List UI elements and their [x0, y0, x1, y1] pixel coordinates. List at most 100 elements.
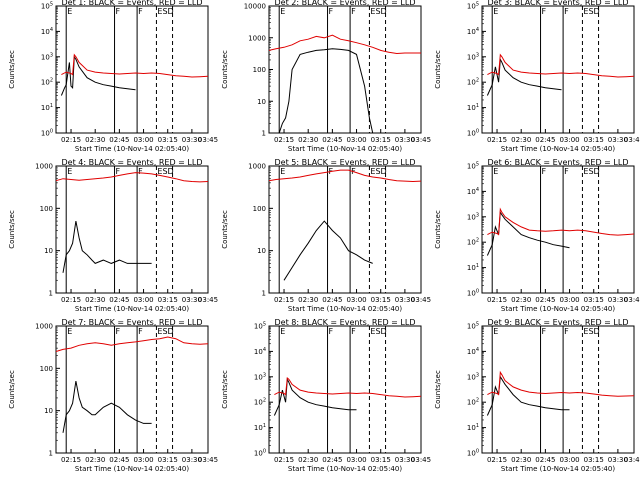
x-tick-label: 03:00	[346, 296, 366, 304]
y-tick-label: 1	[262, 130, 266, 138]
y-tick-label: 102	[467, 398, 479, 407]
marker-label: F	[542, 167, 547, 176]
y-tick-label: 1000	[248, 163, 266, 171]
y-axis-label: Counts/sec	[221, 210, 229, 249]
y-tick-label: 102	[467, 78, 479, 87]
x-tick-label: 02:45	[535, 456, 555, 464]
y-axis-label: Counts/sec	[221, 50, 229, 89]
y-tick-label: 100	[40, 365, 53, 373]
x-tick-label: 03:30	[395, 456, 415, 464]
x-tick-label: 03:15	[584, 456, 604, 464]
y-tick-label: 101	[467, 263, 479, 272]
y-tick-label: 100	[467, 289, 479, 298]
x-tick-label: 03:15	[584, 136, 604, 144]
marker-label: F	[116, 7, 121, 16]
detector-panel: Det 1: BLACK = Events, RED = LLD 100 101 10…	[0, 0, 218, 160]
x-tick-label: 03:00	[346, 136, 366, 144]
lld-series-line	[55, 336, 209, 352]
x-tick-label: 02:30	[85, 296, 105, 304]
events-series-line	[283, 220, 373, 281]
x-tick-label: 02:15	[274, 136, 294, 144]
lld-series-line	[274, 377, 422, 398]
chart-title: Det 1: BLACK = Events, RED = LLD	[62, 0, 203, 7]
y-tick-label: 103	[254, 372, 266, 381]
marker-label: F	[138, 327, 143, 336]
y-tick-label: 10000	[244, 3, 266, 11]
lld-series-line	[61, 53, 209, 78]
x-tick-label: 02:15	[274, 296, 294, 304]
detector-chart: Det 2: BLACK = Events, RED = LLD 1 10 100 10…	[221, 0, 431, 153]
y-axis-label: Counts/sec	[221, 370, 229, 409]
y-tick-label: 1000	[248, 34, 266, 42]
plot-frame	[481, 325, 635, 454]
lld-series-line	[268, 169, 422, 183]
marker-label: E	[67, 167, 72, 176]
y-axis-label: Counts/sec	[434, 370, 442, 409]
x-tick-label: 03:15	[371, 456, 391, 464]
y-tick-label: 104	[467, 187, 479, 196]
y-axis-label: Counts/sec	[8, 370, 16, 409]
x-tick-label: 03:30	[182, 136, 202, 144]
detector-panel: Det 4: BLACK = Events, RED = LLD 1 10 100 10…	[0, 158, 218, 320]
detector-chart: Det 1: BLACK = Events, RED = LLD 100 101 10…	[8, 0, 218, 153]
marker-label: ESD	[583, 167, 599, 176]
x-tick-label: 02:30	[298, 456, 318, 464]
lld-series-line	[487, 370, 635, 397]
x-tick-label: 02:15	[274, 456, 294, 464]
y-tick-label: 10	[44, 407, 53, 415]
y-tick-label: 100	[467, 449, 479, 458]
x-tick-label: 02:30	[85, 456, 105, 464]
y-tick-label: 103	[467, 212, 479, 221]
x-tick-label: 02:45	[322, 136, 342, 144]
x-tick-label: 03:00	[346, 456, 366, 464]
x-tick-label: 02:15	[61, 136, 81, 144]
detector-chart: Det 5: BLACK = Events, RED = LLD 1 10 100 10…	[221, 158, 431, 313]
x-tick-label: 03:30	[608, 136, 628, 144]
detector-panel: Det 3: BLACK = Events, RED = LLD 100 101 10…	[426, 0, 640, 160]
x-tick-label: 03:30	[608, 456, 628, 464]
marker-label: ESD	[370, 327, 386, 336]
x-tick-label: 02:30	[85, 136, 105, 144]
y-tick-label: 100	[254, 449, 266, 458]
marker-label: ESD	[157, 167, 173, 176]
x-tick-label: 02:45	[109, 136, 129, 144]
x-tick-label: 03:45	[411, 136, 431, 144]
x-tick-label: 03:30	[395, 136, 415, 144]
y-tick-label: 103	[467, 372, 479, 381]
x-tick-label: 02:45	[322, 456, 342, 464]
detector-chart: Det 4: BLACK = Events, RED = LLD 1 10 100 10…	[8, 158, 218, 313]
y-tick-label: 104	[41, 27, 53, 36]
chart-title: Det 6: BLACK = Events, RED = LLD	[488, 158, 629, 167]
y-tick-label: 1	[49, 450, 53, 458]
events-series-line	[486, 210, 570, 256]
marker-label: F	[564, 167, 569, 176]
events-series-line	[276, 48, 374, 134]
x-tick-label: 03:45	[411, 296, 431, 304]
y-tick-label: 10	[44, 247, 53, 255]
detector-panel: Det 5: BLACK = Events, RED = LLD 1 10 100 10…	[213, 158, 431, 320]
detector-chart: Det 6: BLACK = Events, RED = LLD 100 101 10…	[434, 158, 640, 313]
x-tick-label: 03:45	[624, 136, 640, 144]
marker-label: F	[116, 327, 121, 336]
y-tick-label: 10	[257, 247, 266, 255]
y-tick-label: 1	[262, 290, 266, 298]
x-axis-label: Start Time (10-Nov-14 02:05:40)	[75, 465, 189, 473]
x-tick-label: 03:00	[559, 456, 579, 464]
plot-frame	[481, 165, 635, 294]
plot-frame	[268, 165, 422, 294]
x-tick-label: 02:30	[298, 136, 318, 144]
y-tick-label: 10	[257, 98, 266, 106]
y-tick-label: 100	[253, 66, 266, 74]
y-axis-label: Counts/sec	[434, 210, 442, 249]
y-tick-label: 105	[467, 322, 479, 331]
x-tick-label: 03:15	[158, 136, 178, 144]
y-axis-label: Counts/sec	[8, 50, 16, 89]
marker-label: ESD	[157, 327, 173, 336]
x-tick-label: 02:30	[511, 456, 531, 464]
events-series-line	[486, 375, 570, 416]
y-tick-label: 101	[254, 423, 266, 432]
y-tick-label: 101	[467, 423, 479, 432]
x-tick-label: 03:00	[559, 136, 579, 144]
x-tick-label: 02:30	[511, 296, 531, 304]
y-tick-label: 105	[467, 162, 479, 171]
